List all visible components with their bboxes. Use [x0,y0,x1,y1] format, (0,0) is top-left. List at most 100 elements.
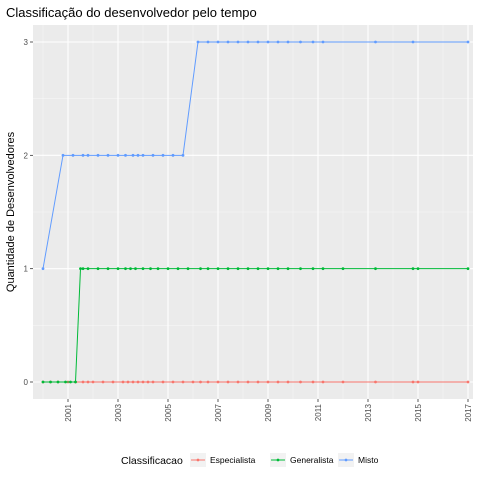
legend-label-especialista: Especialista [210,455,256,465]
data-point-generalista [226,267,230,271]
data-point-generalista [79,267,82,271]
data-point-especialista [131,380,135,384]
data-point-generalista [256,267,260,271]
data-point-especialista [126,380,130,384]
y-axis-title: Quantidade de Desenvolvedores [5,131,17,292]
data-point-misto [141,153,145,157]
data-point-generalista [86,267,90,271]
data-point-generalista [299,267,302,271]
x-tick-label: 2013 [364,403,373,421]
data-point-especialista [411,380,415,384]
data-point-especialista [111,380,115,384]
data-point-especialista [236,380,240,384]
data-point-generalista [149,267,152,271]
data-point-generalista [416,267,420,271]
data-point-misto [71,153,75,157]
data-point-misto [226,40,230,44]
data-point-especialista [121,380,125,384]
data-point-generalista [321,267,325,271]
x-tick-label: 2009 [264,403,273,421]
data-point-generalista [216,267,220,271]
data-point-generalista [141,267,145,271]
data-point-generalista [129,267,132,271]
data-point-misto [131,153,135,157]
data-point-misto [286,40,290,44]
data-point-generalista [124,267,127,271]
data-point-misto [124,153,127,157]
data-point-especialista [86,380,90,384]
data-point-misto [216,40,220,44]
legend-marker-especialista [196,458,200,462]
data-point-generalista [186,267,190,271]
data-point-generalista [64,380,67,384]
x-tick-label: 2011 [314,403,323,421]
x-tick-label: 2017 [464,403,473,421]
data-point-misto [86,153,90,157]
x-tick-label: 2001 [64,403,73,421]
data-point-generalista [311,267,315,271]
data-point-generalista [41,380,45,384]
data-point-misto [256,40,260,44]
data-point-generalista [49,380,52,384]
data-point-especialista [199,380,202,384]
y-tick-label: 2 [24,151,29,160]
x-tick-label: 2003 [114,403,123,421]
legend: Classificacao Especialista Generalista Mis… [121,453,379,467]
legend-title: Classificacao [121,455,183,467]
data-point-especialista [146,380,150,384]
legend-marker-generalista [276,458,280,462]
data-point-especialista [181,380,185,384]
data-point-generalista [236,267,240,271]
data-point-especialista [321,380,325,384]
series-layer [41,40,470,384]
legend-label-generalista: Generalista [290,455,334,465]
data-point-generalista [166,267,170,271]
data-point-generalista [286,267,290,271]
data-point-misto [116,153,120,157]
data-point-misto [61,153,65,157]
data-point-misto [411,40,415,44]
x-tick-label: 2007 [214,403,223,421]
data-point-generalista [81,267,85,271]
data-point-misto [206,40,210,44]
data-point-misto [171,153,175,157]
data-point-generalista [106,267,110,271]
legend-label-misto: Misto [358,455,379,465]
data-point-especialista [256,380,260,384]
data-point-especialista [299,380,302,384]
data-point-especialista [171,380,175,384]
y-tick-label: 0 [24,378,29,387]
data-point-generalista [374,267,377,271]
x-tick-label: 2005 [164,403,173,421]
y-tick-label: 1 [24,265,29,274]
data-point-generalista [156,267,160,271]
grid [33,25,473,399]
data-point-generalista [116,267,120,271]
data-point-especialista [161,380,165,384]
data-point-especialista [266,380,270,384]
data-point-especialista [191,380,195,384]
data-point-especialista [311,380,315,384]
data-point-generalista [96,267,100,271]
data-point-misto [151,153,155,157]
data-point-misto [311,40,315,44]
data-point-especialista [276,380,280,384]
data-point-generalista [266,267,270,271]
data-point-generalista [56,380,60,384]
data-point-especialista [206,380,210,384]
data-point-misto [374,40,377,44]
data-point-misto [196,40,200,44]
data-point-generalista [411,267,415,271]
data-point-generalista [176,267,180,271]
x-tick-label: 2015 [414,403,423,421]
data-point-especialista [374,380,377,384]
x-axis: 2001 2003 2005 2007 2009 2011 2013 2015 2017 [64,399,473,422]
data-point-misto [466,40,470,44]
data-point-especialista [91,380,95,384]
data-point-misto [246,40,250,44]
data-point-generalista [276,267,280,271]
data-point-misto [321,40,325,44]
data-point-misto [181,153,185,157]
data-point-misto [81,153,85,157]
y-axis: 0 1 2 3 [24,38,33,387]
